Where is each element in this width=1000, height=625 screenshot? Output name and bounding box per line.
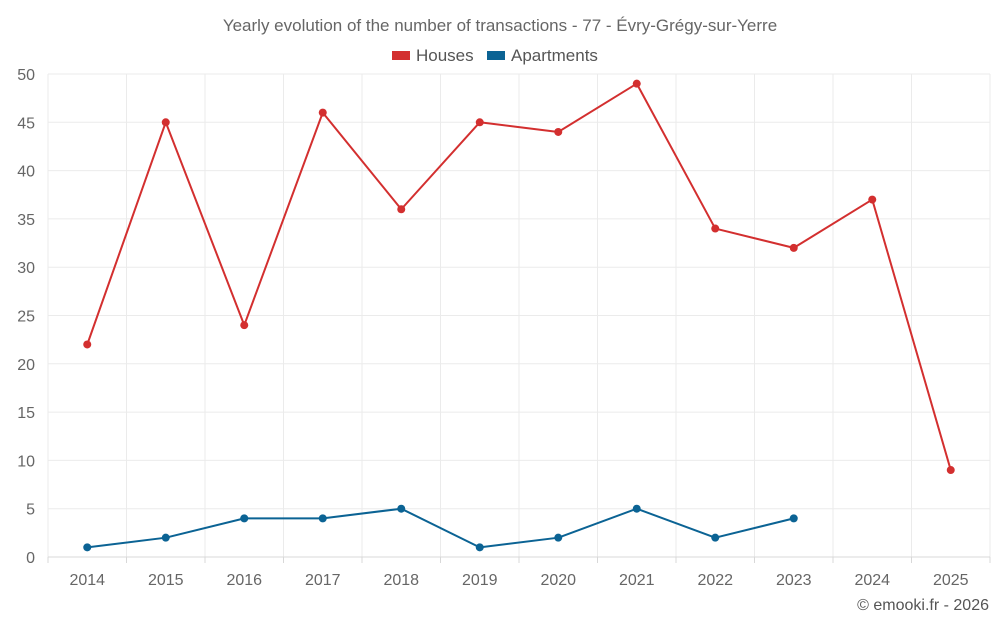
y-tick-label: 15 bbox=[17, 405, 35, 422]
data-point-apartments-2021[interactable] bbox=[632, 504, 641, 513]
x-tick-label: 2022 bbox=[697, 572, 733, 589]
y-tick-label: 0 bbox=[26, 550, 35, 567]
x-tick-label: 2018 bbox=[383, 572, 419, 589]
series-houses bbox=[83, 79, 955, 475]
legend-item-houses[interactable]: Houses bbox=[392, 46, 474, 65]
series-line-houses bbox=[86, 82, 952, 471]
series-line-apartments bbox=[87, 507, 794, 549]
data-point-apartments-2022[interactable] bbox=[711, 533, 720, 542]
y-tick-label: 5 bbox=[26, 502, 35, 519]
x-tick-label: 2016 bbox=[226, 572, 262, 589]
y-tick-label: 40 bbox=[17, 164, 35, 181]
data-point-apartments-2014[interactable] bbox=[83, 543, 92, 552]
data-point-houses-2022[interactable] bbox=[711, 224, 720, 233]
chart-title: Yearly evolution of the number of transa… bbox=[223, 16, 777, 35]
y-tick-label: 10 bbox=[17, 453, 35, 470]
x-axis: 2014 2015 2016 2017 2018 2019 2020 2021 2022 2023… bbox=[47, 556, 991, 589]
credit-text: © emooki.fr - 2026 bbox=[857, 597, 989, 614]
data-point-houses-2015[interactable] bbox=[161, 118, 170, 127]
y-axis: 0 5 10 15 20 25 30 35 40 45 50 bbox=[17, 67, 35, 567]
series-layer bbox=[83, 79, 955, 552]
data-point-houses-2014[interactable] bbox=[83, 340, 92, 349]
y-tick-label: 30 bbox=[17, 260, 35, 277]
x-tick-label: 2024 bbox=[854, 572, 890, 589]
x-tick-label: 2021 bbox=[619, 572, 655, 589]
data-point-houses-2016[interactable] bbox=[240, 321, 249, 330]
grid bbox=[47, 73, 991, 557]
data-point-apartments-2016[interactable] bbox=[240, 514, 249, 523]
data-point-houses-2017[interactable] bbox=[318, 108, 327, 117]
data-point-apartments-2015[interactable] bbox=[161, 533, 170, 542]
data-point-houses-2021[interactable] bbox=[632, 79, 641, 88]
x-tick-label: 2017 bbox=[305, 572, 341, 589]
y-tick-label: 20 bbox=[17, 357, 35, 374]
data-point-houses-2024[interactable] bbox=[868, 195, 877, 204]
legend-label-apartments: Apartments bbox=[511, 46, 598, 65]
data-point-apartments-2017[interactable] bbox=[318, 514, 327, 523]
y-tick-label: 50 bbox=[17, 67, 35, 84]
data-point-apartments-2020[interactable] bbox=[554, 533, 563, 542]
data-point-apartments-2018[interactable] bbox=[397, 504, 406, 513]
y-tick-label: 35 bbox=[17, 212, 35, 229]
data-point-apartments-2023[interactable] bbox=[789, 514, 798, 523]
data-point-apartments-2019[interactable] bbox=[475, 543, 484, 552]
x-tick-label: 2023 bbox=[776, 572, 812, 589]
x-tick-label: 2019 bbox=[462, 572, 498, 589]
data-point-houses-2018[interactable] bbox=[397, 205, 406, 214]
y-tick-label: 25 bbox=[17, 309, 35, 326]
legend-item-apartments[interactable]: Apartments bbox=[487, 46, 598, 65]
y-tick-label: 45 bbox=[17, 115, 35, 132]
legend-swatch-apartments bbox=[487, 51, 505, 60]
legend-swatch-houses bbox=[392, 51, 410, 60]
series-apartments bbox=[83, 504, 798, 552]
data-point-houses-2023[interactable] bbox=[789, 243, 798, 252]
x-tick-label: 2020 bbox=[540, 572, 576, 589]
data-point-houses-2020[interactable] bbox=[554, 127, 563, 136]
data-point-houses-2019[interactable] bbox=[475, 118, 484, 127]
x-tick-label: 2015 bbox=[148, 572, 184, 589]
data-point-houses-2025[interactable] bbox=[946, 466, 955, 475]
x-tick-label: 2014 bbox=[69, 572, 105, 589]
x-tick-label: 2025 bbox=[933, 572, 969, 589]
legend: Houses Apartments bbox=[392, 46, 598, 65]
legend-label-houses: Houses bbox=[416, 46, 474, 65]
